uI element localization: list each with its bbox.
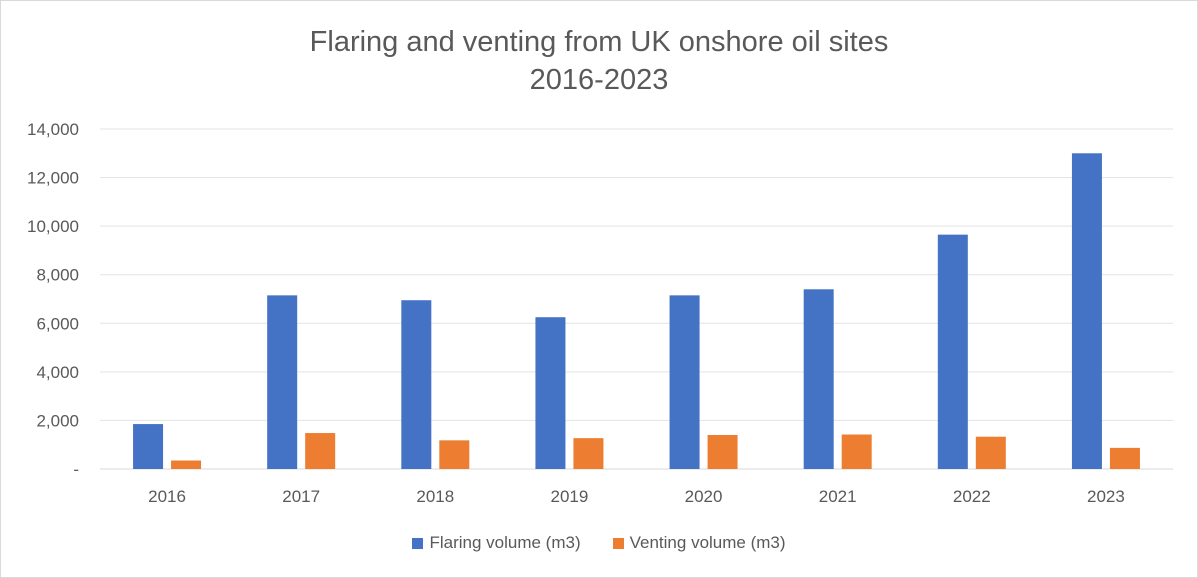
bar-flaring: [669, 295, 700, 469]
bar-venting: [573, 438, 604, 469]
plot-area: - 2,000 4,000 6,000 8,000 10,000 12,000 14,000 2…: [27, 120, 1173, 506]
bar-flaring: [133, 424, 164, 469]
y-tick-label: 8,000: [36, 266, 79, 285]
bar-venting: [305, 433, 336, 469]
legend: Flaring volume (m3) Venting volume (m3): [1, 533, 1197, 553]
chart-title: Flaring and venting from UK onshore oil …: [1, 23, 1197, 99]
bar-flaring: [1071, 153, 1102, 470]
legend-label-flaring: Flaring volume (m3): [429, 533, 581, 552]
legend-label-venting: Venting volume (m3): [629, 533, 786, 552]
legend-item-flaring: Flaring volume (m3): [412, 533, 581, 553]
y-tick-label: 6,000: [36, 314, 79, 333]
bar-venting: [841, 434, 872, 469]
y-tick-label: 12,000: [27, 169, 79, 188]
x-tick-label: 2021: [819, 487, 857, 506]
chart-title-line-2: 2016-2023: [529, 64, 669, 96]
x-tick-label: 2023: [1087, 487, 1125, 506]
y-tick-label: -: [73, 460, 79, 479]
x-tick-label: 2018: [416, 487, 454, 506]
x-tick-label: 2016: [148, 487, 186, 506]
bar-venting: [439, 440, 470, 469]
legend-swatch-venting: [612, 537, 624, 549]
bar-flaring: [535, 317, 566, 469]
bar-venting: [707, 435, 738, 469]
bar-venting: [171, 460, 202, 469]
legend-item-venting: Venting volume (m3): [612, 533, 786, 553]
bar-flaring: [401, 300, 432, 469]
y-tick-label: 10,000: [27, 217, 79, 236]
x-tick-label: 2020: [685, 487, 723, 506]
y-tick-label: 2,000: [36, 411, 79, 430]
x-tick-label: 2022: [953, 487, 991, 506]
bar-flaring: [937, 234, 968, 469]
chart-title-line-1: Flaring and venting from UK onshore oil …: [309, 26, 889, 58]
y-tick-label: 14,000: [27, 120, 79, 139]
bar-flaring: [803, 289, 834, 469]
bar-venting: [1109, 447, 1140, 469]
x-tick-label: 2017: [282, 487, 320, 506]
bar-venting: [975, 436, 1006, 469]
legend-swatch-flaring: [412, 537, 424, 549]
y-tick-label: 4,000: [36, 363, 79, 382]
x-tick-label: 2019: [551, 487, 589, 506]
bar-flaring: [267, 295, 298, 469]
